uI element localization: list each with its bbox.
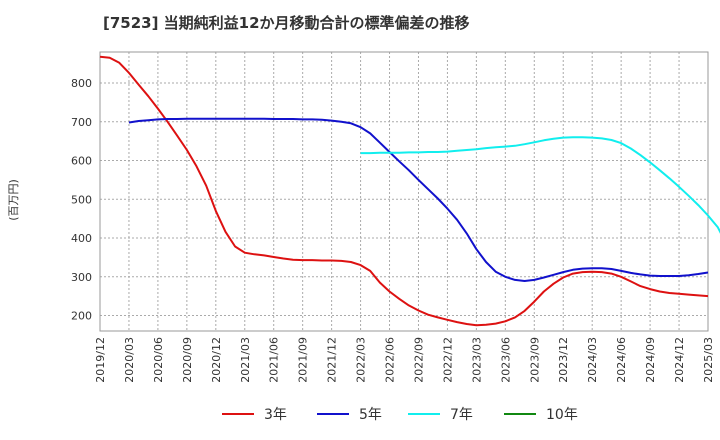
x-tick-label: 2021/12: [326, 337, 339, 383]
y-axis-label: (百万円): [7, 179, 20, 221]
x-tick-label: 2021/09: [297, 337, 310, 383]
y-tick-label: 500: [71, 193, 92, 206]
x-tick-label: 2021/03: [239, 337, 252, 383]
y-tick-label: 200: [71, 310, 92, 323]
plot-frame: [99, 51, 709, 332]
series-lines: [99, 55, 720, 327]
legend: 3年 5年 7年 10年: [222, 407, 578, 423]
x-tick-label: 2022/09: [412, 337, 425, 383]
legend-label: 7年: [450, 407, 473, 423]
x-tick-label: 2024/03: [586, 337, 599, 383]
y-axis-ticks: 200 300 400 500 600 700 800: [71, 77, 92, 323]
x-tick-label: 2023/09: [528, 337, 541, 383]
x-axis-ticks: 2019/12 2020/03 2020/06 2020/09 2020/12 2021/…: [94, 337, 715, 383]
x-tick-label: 2020/03: [123, 337, 136, 383]
x-tick-label: 2020/09: [181, 337, 194, 383]
series-line: [360, 136, 720, 234]
x-tick-label: 2023/06: [499, 337, 512, 383]
x-tick-label: 2024/09: [644, 337, 657, 383]
x-tick-label: 2022/06: [384, 337, 397, 383]
chart-title: [7523] 当期純利益12か月移動合計の標準偏差の推移: [103, 14, 470, 32]
x-tick-label: 2023/03: [470, 337, 483, 383]
legend-label: 5年: [359, 407, 382, 423]
y-tick-label: 700: [71, 116, 92, 129]
y-tick-label: 600: [71, 155, 92, 168]
x-tick-label: 2024/12: [673, 337, 686, 383]
x-tick-label: 2024/06: [615, 337, 628, 383]
x-tick-label: 2023/12: [557, 337, 570, 383]
y-tick-label: 400: [71, 232, 92, 245]
x-tick-label: 2020/06: [152, 337, 165, 383]
x-tick-label: 2021/06: [268, 337, 281, 383]
y-tick-label: 800: [71, 77, 92, 90]
x-tick-label: 2022/03: [355, 337, 368, 383]
x-tick-label: 2020/12: [210, 337, 223, 383]
legend-label: 3年: [264, 407, 287, 423]
series-line: [128, 117, 709, 282]
grid: [100, 52, 708, 331]
legend-label: 10年: [546, 407, 578, 423]
x-tick-label: 2025/03: [702, 337, 715, 383]
series-line: [99, 55, 709, 327]
x-tick-label: 2019/12: [94, 337, 107, 383]
x-tick-label: 2022/12: [441, 337, 454, 383]
y-tick-label: 300: [71, 271, 92, 284]
